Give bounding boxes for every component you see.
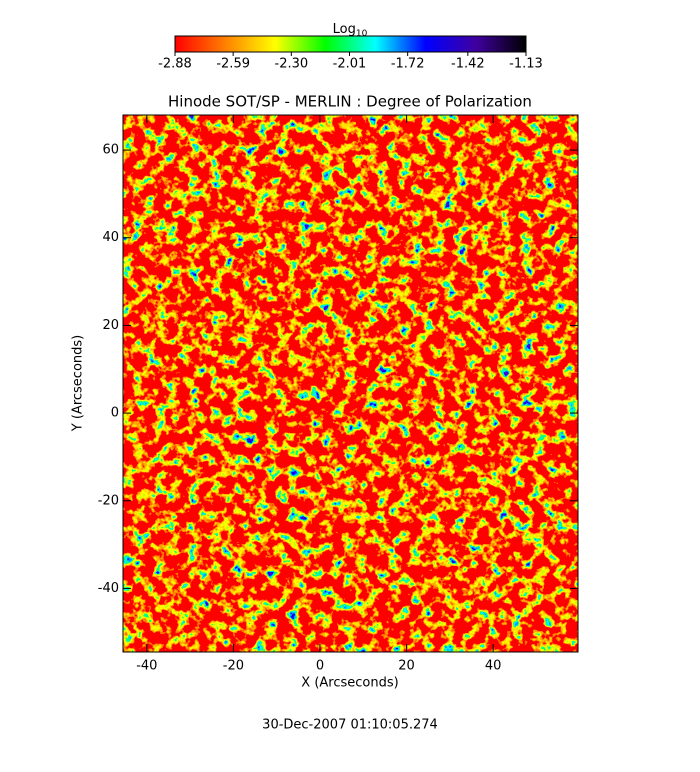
- colorbar-label: Log: [333, 22, 356, 37]
- colorbar-tick-label: -1.72: [391, 57, 425, 72]
- colorbar-subscript: 10: [356, 29, 368, 39]
- x-tick-label: -20: [223, 659, 244, 674]
- y-tick-label: -40: [98, 581, 119, 596]
- plot-frame: [122, 114, 579, 653]
- colorbar-tick-label: -2.59: [216, 57, 250, 72]
- colorbar-tick-label: -1.13: [509, 57, 543, 72]
- x-tick-label: 40: [485, 659, 502, 674]
- chart-title: Hinode SOT/SP - MERLIN : Degree of Polar…: [168, 93, 532, 111]
- x-tick-label: 20: [398, 659, 415, 674]
- y-tick-label: 60: [102, 143, 119, 158]
- colorbar: [174, 35, 527, 53]
- y-tick-label: 40: [102, 230, 119, 245]
- footer-date: 30-Dec-2007 01:10:05.274: [262, 718, 438, 733]
- x-tick-label: -40: [136, 659, 157, 674]
- y-tick-label: 0: [111, 406, 119, 421]
- heatmap-image: [123, 115, 578, 652]
- x-tick-label: 0: [316, 659, 324, 674]
- y-tick-label: 20: [102, 318, 119, 333]
- colorbar-title: Log10: [333, 22, 368, 39]
- y-axis-label: Y (Arcseconds): [71, 335, 86, 432]
- colorbar-tick-label: -1.42: [451, 57, 485, 72]
- colorbar-tick-label: -2.01: [333, 57, 367, 72]
- x-axis-label: X (Arcseconds): [301, 676, 398, 691]
- y-tick-label: -20: [98, 493, 119, 508]
- colorbar-tick-label: -2.30: [275, 57, 309, 72]
- colorbar-tick-label: -2.88: [158, 57, 192, 72]
